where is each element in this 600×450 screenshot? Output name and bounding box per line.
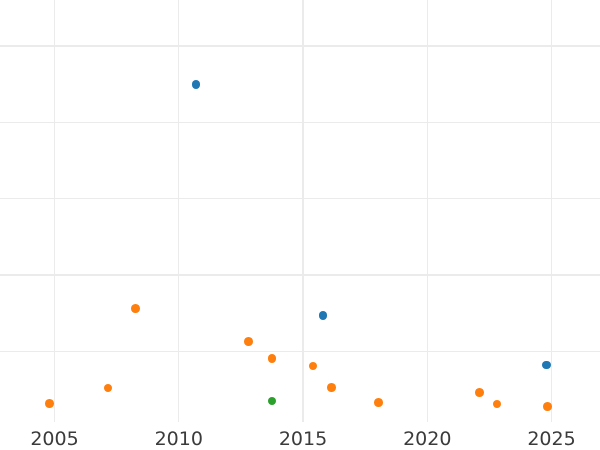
data-point-green xyxy=(267,396,277,406)
data-point-orange xyxy=(327,382,336,392)
plot-area xyxy=(0,0,600,422)
x-tick-label: 2010 xyxy=(154,428,203,450)
data-point-orange xyxy=(543,402,553,411)
gridline-horizontal xyxy=(0,121,600,123)
data-point-blue xyxy=(191,79,201,89)
data-point-orange xyxy=(475,388,484,397)
x-tick-label: 2015 xyxy=(278,428,328,450)
data-point-orange xyxy=(103,383,113,393)
x-tick-label: 2005 xyxy=(30,428,79,450)
data-point-orange xyxy=(267,353,277,363)
x-tick-label: 2020 xyxy=(403,428,452,450)
data-point-orange xyxy=(45,398,54,408)
x-tick-label: 2025 xyxy=(527,428,576,450)
gridline-vertical xyxy=(53,0,56,422)
gridline-vertical xyxy=(178,0,180,422)
gridline-vertical xyxy=(426,0,428,422)
data-point-blue xyxy=(318,311,328,320)
gridline-vertical xyxy=(302,0,304,422)
gridline-horizontal xyxy=(0,45,600,47)
data-point-orange xyxy=(374,398,384,407)
gridline-horizontal xyxy=(0,274,600,276)
data-point-blue xyxy=(542,360,551,370)
data-point-orange xyxy=(244,337,253,346)
gridline-horizontal xyxy=(0,198,600,200)
data-point-orange xyxy=(492,399,502,409)
gridline-horizontal xyxy=(0,350,600,352)
data-point-orange xyxy=(308,361,318,371)
data-point-orange xyxy=(130,304,140,313)
gridline-vertical xyxy=(550,0,553,422)
